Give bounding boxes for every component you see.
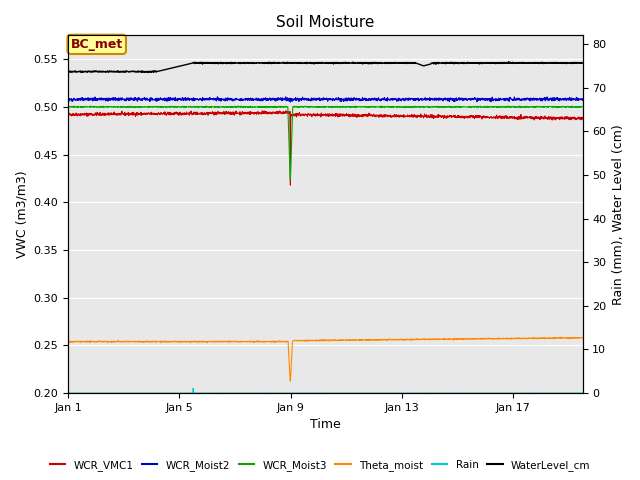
- WaterLevel_cm: [90, 69, 98, 74]
- Line: Theta_moist: Theta_moist: [68, 337, 582, 381]
- Theta_moist: [579, 335, 586, 341]
- Legend: WCR_VMC1, WCR_Moist2, WCR_Moist3, Theta_moist, Rain, WaterLevel_cm: WCR_VMC1, WCR_Moist2, WCR_Moist3, Theta_…: [45, 456, 595, 475]
- Rain: [90, 390, 98, 396]
- WCR_VMC1: [564, 116, 572, 121]
- WCR_VMC1: [90, 112, 98, 118]
- Theta_moist: [286, 378, 294, 384]
- Theta_moist: [564, 336, 572, 341]
- Line: WaterLevel_cm: WaterLevel_cm: [68, 62, 582, 72]
- Line: Rain: Rain: [68, 388, 582, 393]
- WCR_Moist2: [214, 94, 221, 100]
- WCR_Moist2: [564, 95, 572, 101]
- Line: WCR_Moist3: WCR_Moist3: [68, 106, 582, 179]
- WCR_Moist3: [470, 104, 477, 109]
- Rain: [64, 390, 72, 396]
- Rain: [564, 390, 572, 396]
- Rain: [301, 390, 309, 396]
- WCR_Moist2: [579, 96, 586, 102]
- WCR_Moist2: [315, 96, 323, 101]
- WCR_Moist3: [286, 176, 294, 182]
- WCR_Moist2: [287, 99, 294, 105]
- Theta_moist: [564, 336, 572, 341]
- WCR_Moist3: [516, 103, 524, 109]
- Theta_moist: [90, 339, 98, 345]
- WCR_Moist3: [64, 104, 72, 109]
- WCR_VMC1: [470, 114, 477, 120]
- Rain: [315, 390, 323, 396]
- WCR_Moist3: [579, 104, 586, 109]
- Rain: [189, 385, 197, 391]
- Theta_moist: [470, 336, 477, 342]
- WCR_Moist2: [64, 96, 72, 101]
- WaterLevel_cm: [144, 70, 152, 75]
- WCR_VMC1: [301, 111, 309, 117]
- Y-axis label: VWC (m3/m3): VWC (m3/m3): [15, 170, 28, 258]
- WCR_VMC1: [564, 115, 572, 121]
- WCR_VMC1: [64, 111, 72, 117]
- WCR_Moist2: [90, 96, 98, 102]
- Theta_moist: [301, 337, 308, 343]
- WCR_VMC1: [315, 112, 323, 118]
- WaterLevel_cm: [315, 60, 323, 66]
- Rain: [470, 390, 477, 396]
- WaterLevel_cm: [470, 60, 477, 66]
- WCR_VMC1: [282, 108, 290, 114]
- Y-axis label: Rain (mm), Water Level (cm): Rain (mm), Water Level (cm): [612, 124, 625, 305]
- WCR_VMC1: [579, 115, 586, 121]
- WCR_Moist3: [301, 104, 308, 110]
- WCR_Moist3: [564, 104, 572, 110]
- Rain: [298, 390, 305, 396]
- Theta_moist: [64, 339, 72, 345]
- WaterLevel_cm: [64, 69, 72, 75]
- WCR_Moist3: [315, 104, 323, 110]
- Text: BC_met: BC_met: [70, 38, 123, 51]
- WaterLevel_cm: [505, 59, 513, 65]
- Line: WCR_VMC1: WCR_VMC1: [68, 111, 582, 185]
- X-axis label: Time: Time: [310, 419, 340, 432]
- Rain: [579, 390, 586, 396]
- WCR_Moist3: [90, 104, 98, 110]
- Rain: [564, 390, 572, 396]
- WCR_VMC1: [287, 182, 294, 188]
- Theta_moist: [557, 334, 564, 340]
- WCR_Moist3: [564, 104, 572, 109]
- WaterLevel_cm: [564, 60, 572, 66]
- Theta_moist: [315, 338, 323, 344]
- WCR_Moist2: [564, 96, 572, 102]
- WCR_Moist2: [301, 96, 309, 102]
- Title: Soil Moisture: Soil Moisture: [276, 15, 374, 30]
- WaterLevel_cm: [579, 60, 586, 66]
- Line: WCR_Moist2: WCR_Moist2: [68, 97, 582, 102]
- WCR_Moist2: [470, 96, 477, 102]
- WaterLevel_cm: [301, 60, 308, 66]
- WaterLevel_cm: [564, 60, 572, 66]
